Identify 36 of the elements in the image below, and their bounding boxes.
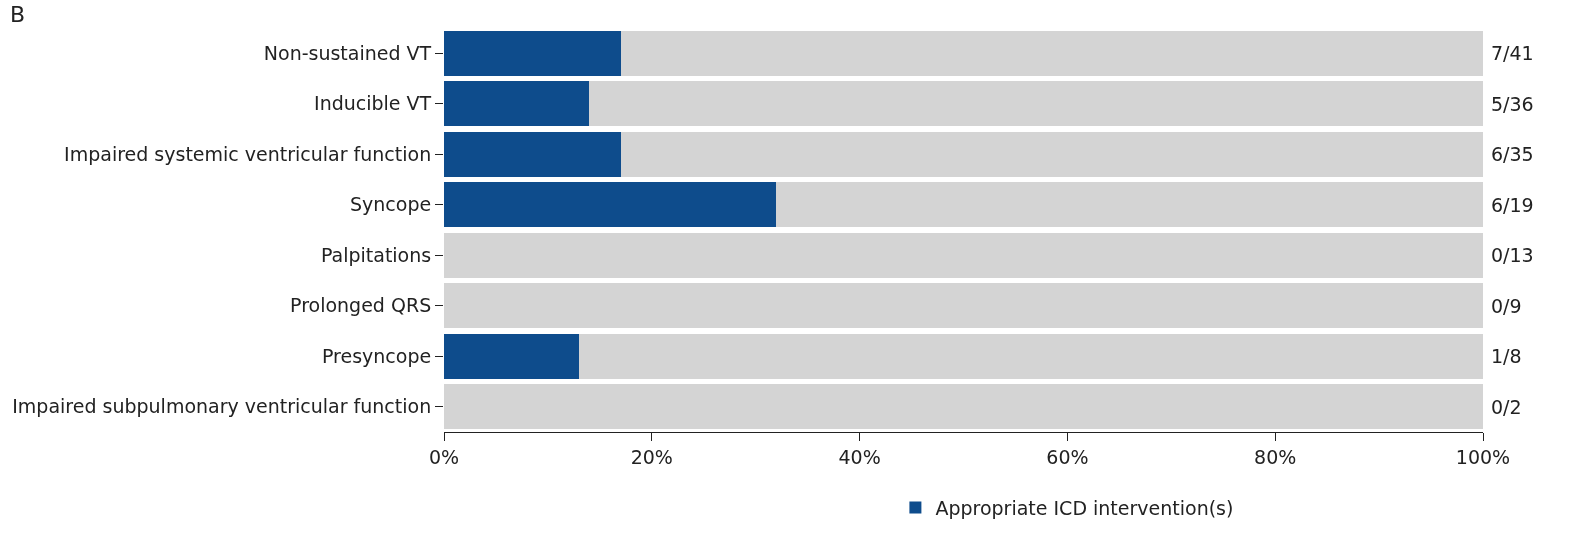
y-tick-label: Syncope <box>350 193 432 216</box>
bar <box>579 333 1483 379</box>
text: 6/35 <box>1491 143 1534 165</box>
text: B <box>10 2 26 27</box>
text: 0/13 <box>1491 244 1534 266</box>
x-tick-label: 60% <box>1046 445 1089 468</box>
y-tick-label: Impaired subpulmonary ventricular function <box>12 395 432 418</box>
bar <box>776 182 1483 228</box>
bar <box>444 333 580 379</box>
text: 7/41 <box>1491 42 1534 64</box>
y-tick-label: Non-sustained VT <box>263 41 432 64</box>
bar <box>444 182 777 228</box>
bar <box>620 131 1483 177</box>
bar <box>589 81 1483 127</box>
x-tick-label: 100% <box>1455 445 1511 468</box>
y-tick-label: Prolonged QRS <box>290 294 432 317</box>
x-tick-label: 80% <box>1254 445 1297 468</box>
text: 6/19 <box>1491 194 1534 216</box>
x-tick-label: 20% <box>630 445 673 468</box>
y-tick-label: Presyncope <box>321 344 432 367</box>
bar <box>444 283 1483 329</box>
legend-label: Appropriate ICD intervention(s) <box>935 496 1234 519</box>
y-tick-label: Palpitations <box>320 243 432 266</box>
x-tick-label: 40% <box>838 445 881 468</box>
text: 1/8 <box>1491 345 1522 367</box>
bar <box>444 131 621 177</box>
text: 5/36 <box>1491 93 1534 115</box>
text: 0/9 <box>1491 295 1522 317</box>
bar <box>444 81 590 127</box>
x-tick-label: 0% <box>428 445 460 468</box>
bar <box>444 30 621 76</box>
y-tick-label: Impaired systemic ventricular function <box>64 142 432 165</box>
bar <box>444 232 1483 278</box>
y-tick-label: Inducible VT <box>314 92 432 115</box>
bar <box>620 30 1483 76</box>
text: 0/2 <box>1491 396 1522 418</box>
